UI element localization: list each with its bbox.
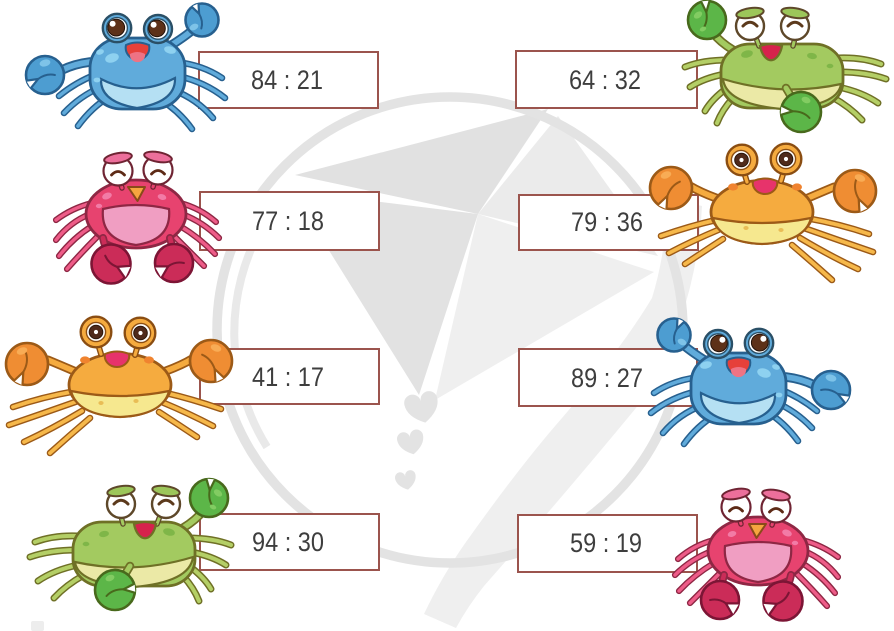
- svg-text:77 : 18: 77 : 18: [252, 206, 324, 236]
- svg-text:79 : 36: 79 : 36: [571, 207, 643, 237]
- svg-text:94 : 30: 94 : 30: [252, 527, 324, 557]
- svg-text:41 : 17: 41 : 17: [252, 362, 324, 392]
- svg-text:84 : 21: 84 : 21: [251, 65, 323, 95]
- svg-text:59 : 19: 59 : 19: [570, 528, 642, 558]
- svg-text:64 : 32: 64 : 32: [569, 65, 641, 95]
- svg-text:89 : 27: 89 : 27: [571, 363, 643, 393]
